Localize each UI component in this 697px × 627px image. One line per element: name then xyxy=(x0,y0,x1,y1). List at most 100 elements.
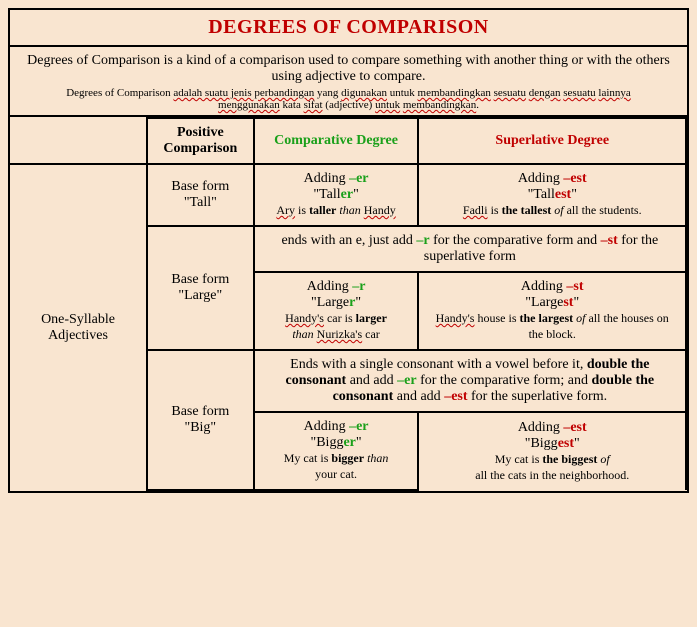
row-tall: One-Syllable Adjectives Base form "Tall"… xyxy=(10,164,686,226)
tall-superlative: Adding –est "Tallest" Fadli is the talle… xyxy=(418,164,686,226)
txt: is xyxy=(295,203,309,217)
txt: for the comparative form; and xyxy=(417,373,592,388)
txt: all the students. xyxy=(567,203,642,217)
header-superlative: Superlative Degree xyxy=(418,118,686,164)
big-rule: Ends with a single consonant with a vowe… xyxy=(254,350,686,412)
txt: "Bigg xyxy=(525,436,558,451)
txt: –r xyxy=(352,279,365,294)
txt: Handy xyxy=(364,203,396,217)
txt: untuk xyxy=(375,99,400,111)
big-base: Base form "Big" xyxy=(147,350,254,490)
txt: than xyxy=(336,203,363,217)
header-positive: Positive Comparison xyxy=(147,118,254,164)
txt: for the comparative form and xyxy=(430,233,601,248)
txt: " xyxy=(573,295,579,310)
txt: all the cats in the neighborhood. xyxy=(475,468,629,482)
txt: membandingkan xyxy=(418,87,491,99)
txt: My cat is xyxy=(284,451,332,465)
txt: the largest xyxy=(519,311,573,325)
txt: larger xyxy=(356,311,387,325)
txt: Ary xyxy=(276,203,295,217)
big-comparative: Adding –er "Bigger" My cat is bigger tha… xyxy=(254,412,419,490)
suffix: –est xyxy=(563,171,586,186)
txt: lainnya xyxy=(598,87,630,99)
txt: My cat is xyxy=(495,452,543,466)
txt: menggunakan xyxy=(218,99,280,111)
txt: untuk xyxy=(387,87,418,99)
txt: " xyxy=(353,187,359,202)
txt: bigger xyxy=(331,451,364,465)
description-english: Degrees of Comparison is a kind of a com… xyxy=(20,53,677,85)
large-rule: ends with an e, just add –r for the comp… xyxy=(254,226,686,272)
txt: the tallest xyxy=(502,203,552,217)
txt: Handy's xyxy=(436,311,475,325)
txt: " xyxy=(571,187,577,202)
txt: (adjective) xyxy=(323,99,376,111)
txt: sifat xyxy=(304,99,323,111)
txt: kata xyxy=(280,99,304,111)
txt: . xyxy=(476,99,479,111)
txt: dengan xyxy=(529,87,561,99)
txt: "Large xyxy=(311,295,349,310)
txt: the biggest xyxy=(542,452,597,466)
large-base: Base form "Large" xyxy=(147,226,254,350)
txt: Adding xyxy=(304,171,350,186)
txt: ends with an e, just add xyxy=(281,233,416,248)
degrees-table: Positive Comparison Comparative Degree S… xyxy=(10,117,687,491)
row-label-one-syllable: One-Syllable Adjectives xyxy=(10,164,147,490)
txt: " xyxy=(356,435,362,450)
txt: Adding xyxy=(518,171,564,186)
txt: –er xyxy=(349,419,368,434)
txt: " xyxy=(574,436,580,451)
txt: Adding xyxy=(304,419,350,434)
txt: "Bigg xyxy=(311,435,344,450)
description-indonesian: Degrees of Comparison adalah suatu jenis… xyxy=(20,87,677,111)
txt: sesuatu xyxy=(494,87,526,99)
txt: is xyxy=(488,203,502,217)
txt: Base form xyxy=(171,404,229,419)
txt: taller xyxy=(309,203,336,217)
main-title: DEGREES OF COMPARISON xyxy=(10,10,687,47)
txt: "Tall xyxy=(313,187,340,202)
txt: –r xyxy=(416,233,429,248)
header-row: Positive Comparison Comparative Degree S… xyxy=(10,118,686,164)
txt: –st xyxy=(601,233,618,248)
txt: Base form xyxy=(171,179,229,194)
txt: " xyxy=(355,295,361,310)
txt: Nurizka's xyxy=(317,327,362,341)
txt: "Big" xyxy=(184,420,216,435)
txt: –est xyxy=(444,389,467,404)
txt: "Tall" xyxy=(184,195,217,210)
txt: car is xyxy=(324,311,356,325)
txt: er xyxy=(341,187,353,202)
txt: of xyxy=(573,311,588,325)
txt: Adding xyxy=(518,420,564,435)
txt: Adding xyxy=(521,279,567,294)
txt: of xyxy=(551,203,566,217)
txt: Handy's xyxy=(285,311,324,325)
txt: than xyxy=(292,327,313,341)
large-superlative: Adding –st "Largest" Handy's house is th… xyxy=(418,272,686,350)
large-comparative: Adding –r "Larger" Handy's car is larger… xyxy=(254,272,419,350)
txt: "Tall xyxy=(528,187,555,202)
txt: of xyxy=(597,452,609,466)
txt: sesuatu xyxy=(563,87,595,99)
txt: er xyxy=(343,435,355,450)
txt: yang xyxy=(314,87,341,99)
txt: est xyxy=(558,436,574,451)
txt: Adding xyxy=(307,279,353,294)
txt: –st xyxy=(566,279,583,294)
txt: Degrees of Comparison xyxy=(66,87,173,99)
big-superlative: Adding –est "Biggest" My cat is the bigg… xyxy=(418,412,686,490)
header-comparative: Comparative Degree xyxy=(254,118,419,164)
txt: adalah suatu jenis perbandingan xyxy=(173,87,314,99)
txt: –er xyxy=(397,373,416,388)
txt: Ends with a single consonant with a vowe… xyxy=(290,357,587,372)
txt: "Large" xyxy=(178,288,222,303)
txt: house is xyxy=(474,311,519,325)
txt: car xyxy=(362,327,380,341)
txt: digunakan xyxy=(341,87,387,99)
suffix: –er xyxy=(349,171,368,186)
txt: for the superlative form. xyxy=(468,389,608,404)
txt: and add xyxy=(393,389,444,404)
